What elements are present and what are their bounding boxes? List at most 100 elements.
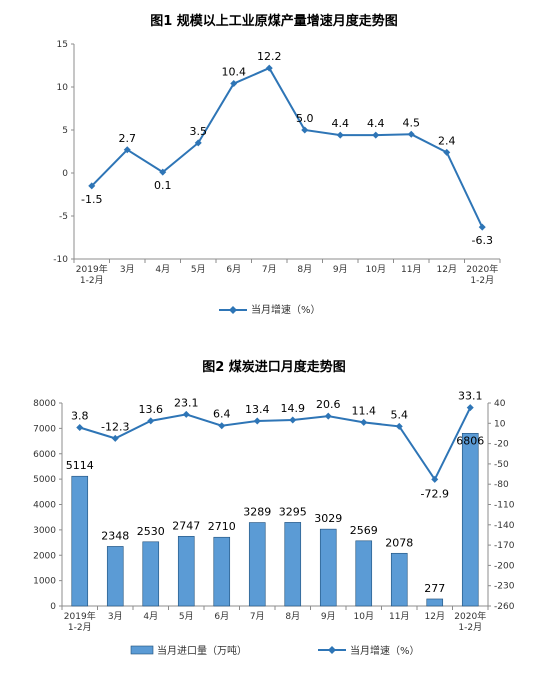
chart2-x-tick-label: 6月	[214, 611, 229, 622]
chart2-line-label: 13.4	[245, 403, 270, 416]
chart2-bar-label: 6806	[456, 434, 484, 447]
chart1-data-label: 10.4	[222, 66, 247, 79]
chart2-series-line	[79, 407, 472, 482]
chart2-x-tick-label: 7月	[250, 611, 265, 622]
chart2-bar-label: 2348	[101, 529, 129, 542]
chart2-left-tick-label: 1000	[33, 577, 56, 587]
chart2-line-label: 33.1	[458, 390, 483, 403]
chart1-data-label: -6.3	[472, 234, 493, 247]
chart2-bar	[355, 540, 373, 607]
chart1-point	[372, 131, 380, 139]
chart1-data-label: 2.4	[438, 134, 456, 147]
chart1-x-tick-label: 8月	[297, 264, 312, 275]
chart2-legend: 当月进口量（万吨） 当月增速（%）	[130, 644, 420, 657]
chart2-point	[111, 434, 119, 442]
chart2-point	[182, 410, 190, 418]
chart1-y-tick-label: 10	[57, 83, 69, 93]
chart1-x-tick-label: 11月	[401, 264, 421, 275]
chart2-x-tick-label: 2020年 1-2月	[454, 610, 486, 633]
chart1-y-tick-label: -5	[59, 212, 68, 222]
chart2-bar-label: 2078	[385, 536, 413, 549]
chart2-point	[360, 418, 368, 426]
chart2-right-tick-label: -230	[494, 582, 515, 592]
chart1-point	[230, 80, 238, 88]
chart2-title: 图2 煤炭进口月度走势图	[202, 359, 346, 375]
chart1-y-tick-label: 5	[62, 126, 68, 136]
chart2-right-tick-label: -50	[494, 460, 509, 470]
chart2-bar-label: 2710	[208, 520, 236, 533]
chart2-bar-label: 2569	[350, 524, 378, 537]
chart2-line-label: 11.4	[352, 404, 377, 417]
chart2-left-tick-label: 6000	[33, 450, 56, 460]
chart1-series-line	[91, 66, 484, 228]
chart2-bar-label: 3029	[314, 512, 342, 525]
chart2-line-label: 20.6	[316, 398, 341, 411]
chart2-bar-label: 2747	[172, 519, 200, 532]
chart1-y-tick-label: 15	[57, 40, 68, 50]
chart2-bar	[71, 475, 89, 607]
chart2-bar	[177, 535, 195, 607]
chart1-point	[194, 139, 202, 147]
chart2-x-tick-label: 2019年 1-2月	[64, 610, 96, 633]
chart2-line-label: 3.8	[71, 409, 89, 422]
chart2-plot: 8000 7000 6000 5000 4000 3000 2000 1000 0 40 10 -20…	[33, 390, 515, 633]
chart2-line-label: 5.4	[391, 408, 409, 421]
chart2-left-tick-label: 4000	[33, 501, 56, 511]
chart1-data-label: 2.7	[119, 132, 137, 145]
chart1-legend: 当月增速（%）	[219, 303, 321, 316]
chart1-point	[88, 182, 96, 190]
chart1-point	[407, 130, 415, 138]
chart2-bar-label: 2530	[137, 525, 165, 538]
chart2-left-tick-label: 0	[50, 602, 56, 612]
chart2-bar	[426, 598, 444, 607]
chart1-x-tick-label: 5月	[191, 264, 206, 275]
chart2-point	[76, 423, 84, 431]
chart1-data-label: 5.0	[296, 112, 314, 125]
chart2-line-label: 6.4	[213, 408, 231, 421]
chart2-right-tick-label: -20	[494, 440, 509, 450]
chart2-line-label: 13.6	[139, 403, 164, 416]
chart1-x-tick-label: 7月	[262, 264, 277, 275]
chart2-x-tick-label: 11月	[389, 611, 409, 622]
chart2-bar	[106, 546, 124, 607]
chart1-y-tick-label: -10	[53, 255, 68, 265]
chart2-right-tick-label: -200	[494, 561, 515, 571]
chart2-bar	[248, 522, 266, 607]
chart1-data-label: 3.5	[190, 125, 208, 138]
chart1-x-tick-label: 2019年 1-2月	[76, 263, 108, 286]
chart1-legend-label: 当月增速（%）	[251, 303, 321, 316]
chart2-line-label: -72.9	[421, 487, 449, 500]
chart2-legend-bar-swatch	[130, 645, 154, 655]
chart2-right-tick-label: 10	[494, 419, 506, 429]
chart2-point	[253, 417, 261, 425]
chart1-point	[265, 64, 273, 72]
chart1-data-label: 4.4	[367, 117, 385, 130]
chart2-x-tick-label: 5月	[179, 611, 194, 622]
chart2-line-label: -12.3	[101, 420, 129, 433]
chart1-point	[336, 131, 344, 139]
chart2-right-tick-label: -260	[494, 602, 515, 612]
chart2-x-tick-label: 12月	[425, 611, 445, 622]
chart2-x-tick-label: 3月	[108, 611, 123, 622]
chart2-bar-label: 3295	[279, 505, 307, 518]
chart1-plot: 15 10 5 0 -5 -10 2019年 1-2月 3月 4月 5月 6月 7月 8月 9月 10月 11月…	[53, 40, 501, 286]
chart2-right-tick-label: -170	[494, 541, 515, 551]
chart2-bar	[390, 552, 408, 607]
chart2-bar	[284, 522, 302, 607]
chart2-right-tick-label: -110	[494, 501, 515, 511]
chart2-right-tick-label: -140	[494, 521, 515, 531]
chart1-x-tick-label: 9月	[333, 264, 348, 275]
chart2-bar-label: 277	[424, 582, 445, 595]
chart1-point	[443, 148, 451, 156]
chart2-right-tick-label: 40	[494, 399, 506, 409]
chart1-legend-marker	[229, 306, 237, 314]
chart1-data-label: 12.2	[257, 50, 282, 63]
chart2-x-tick-label: 8月	[285, 611, 300, 622]
chart2-bar-label: 3289	[243, 506, 271, 519]
chart2-left-tick-label: 7000	[33, 424, 56, 434]
chart1-point	[301, 126, 309, 134]
chart2-legend-line-label: 当月增速（%）	[350, 644, 420, 657]
chart2-line-label: 14.9	[281, 402, 306, 415]
chart1-y-tick-label: 0	[62, 169, 68, 179]
